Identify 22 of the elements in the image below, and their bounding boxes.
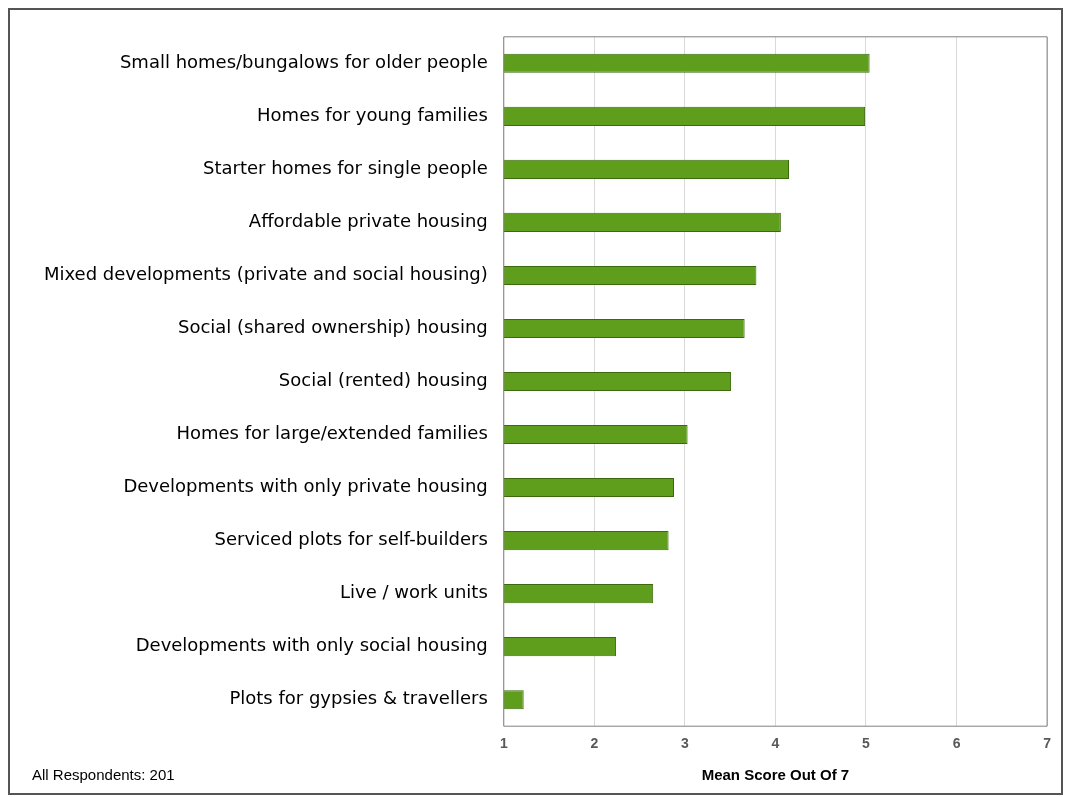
y-tick-label: Live / work units bbox=[339, 581, 488, 603]
x-tick-label: 1 bbox=[499, 735, 508, 752]
y-tick-label: Homes for large/extended families bbox=[176, 422, 488, 444]
y-tick-label: Social (shared ownership) housing bbox=[177, 316, 488, 338]
text: All Respondents: 201 bbox=[32, 765, 175, 783]
y-tick-label: Starter homes for single people bbox=[202, 157, 488, 179]
y-tick-label: Homes for young families bbox=[257, 104, 488, 126]
y-tick-label: Small homes/bungalows for older people bbox=[119, 50, 488, 72]
x-tick-label: 7 bbox=[1043, 735, 1052, 752]
y-tick-label: Social (rented) housing bbox=[278, 369, 488, 391]
x-tick-label: 2 bbox=[590, 735, 599, 752]
y-tick-label: Mixed developments (private and social housing) bbox=[43, 263, 488, 285]
x-tick-label: 3 bbox=[680, 735, 689, 752]
y-tick-label: Developments with only private housing bbox=[123, 475, 488, 497]
y-tick-label: Developments with only social housing bbox=[135, 634, 488, 656]
y-tick-label: Affordable private housing bbox=[248, 210, 488, 232]
x-tick-label: 6 bbox=[952, 735, 961, 752]
y-tick-label: Serviced plots for self-builders bbox=[214, 528, 488, 550]
x-tick-label: 4 bbox=[771, 735, 780, 752]
y-tick-label: Plots for gypsies & travellers bbox=[229, 687, 488, 709]
x-tick-label: 5 bbox=[862, 735, 871, 752]
x-axis-title: Mean Score Out Of 7 bbox=[701, 766, 850, 784]
